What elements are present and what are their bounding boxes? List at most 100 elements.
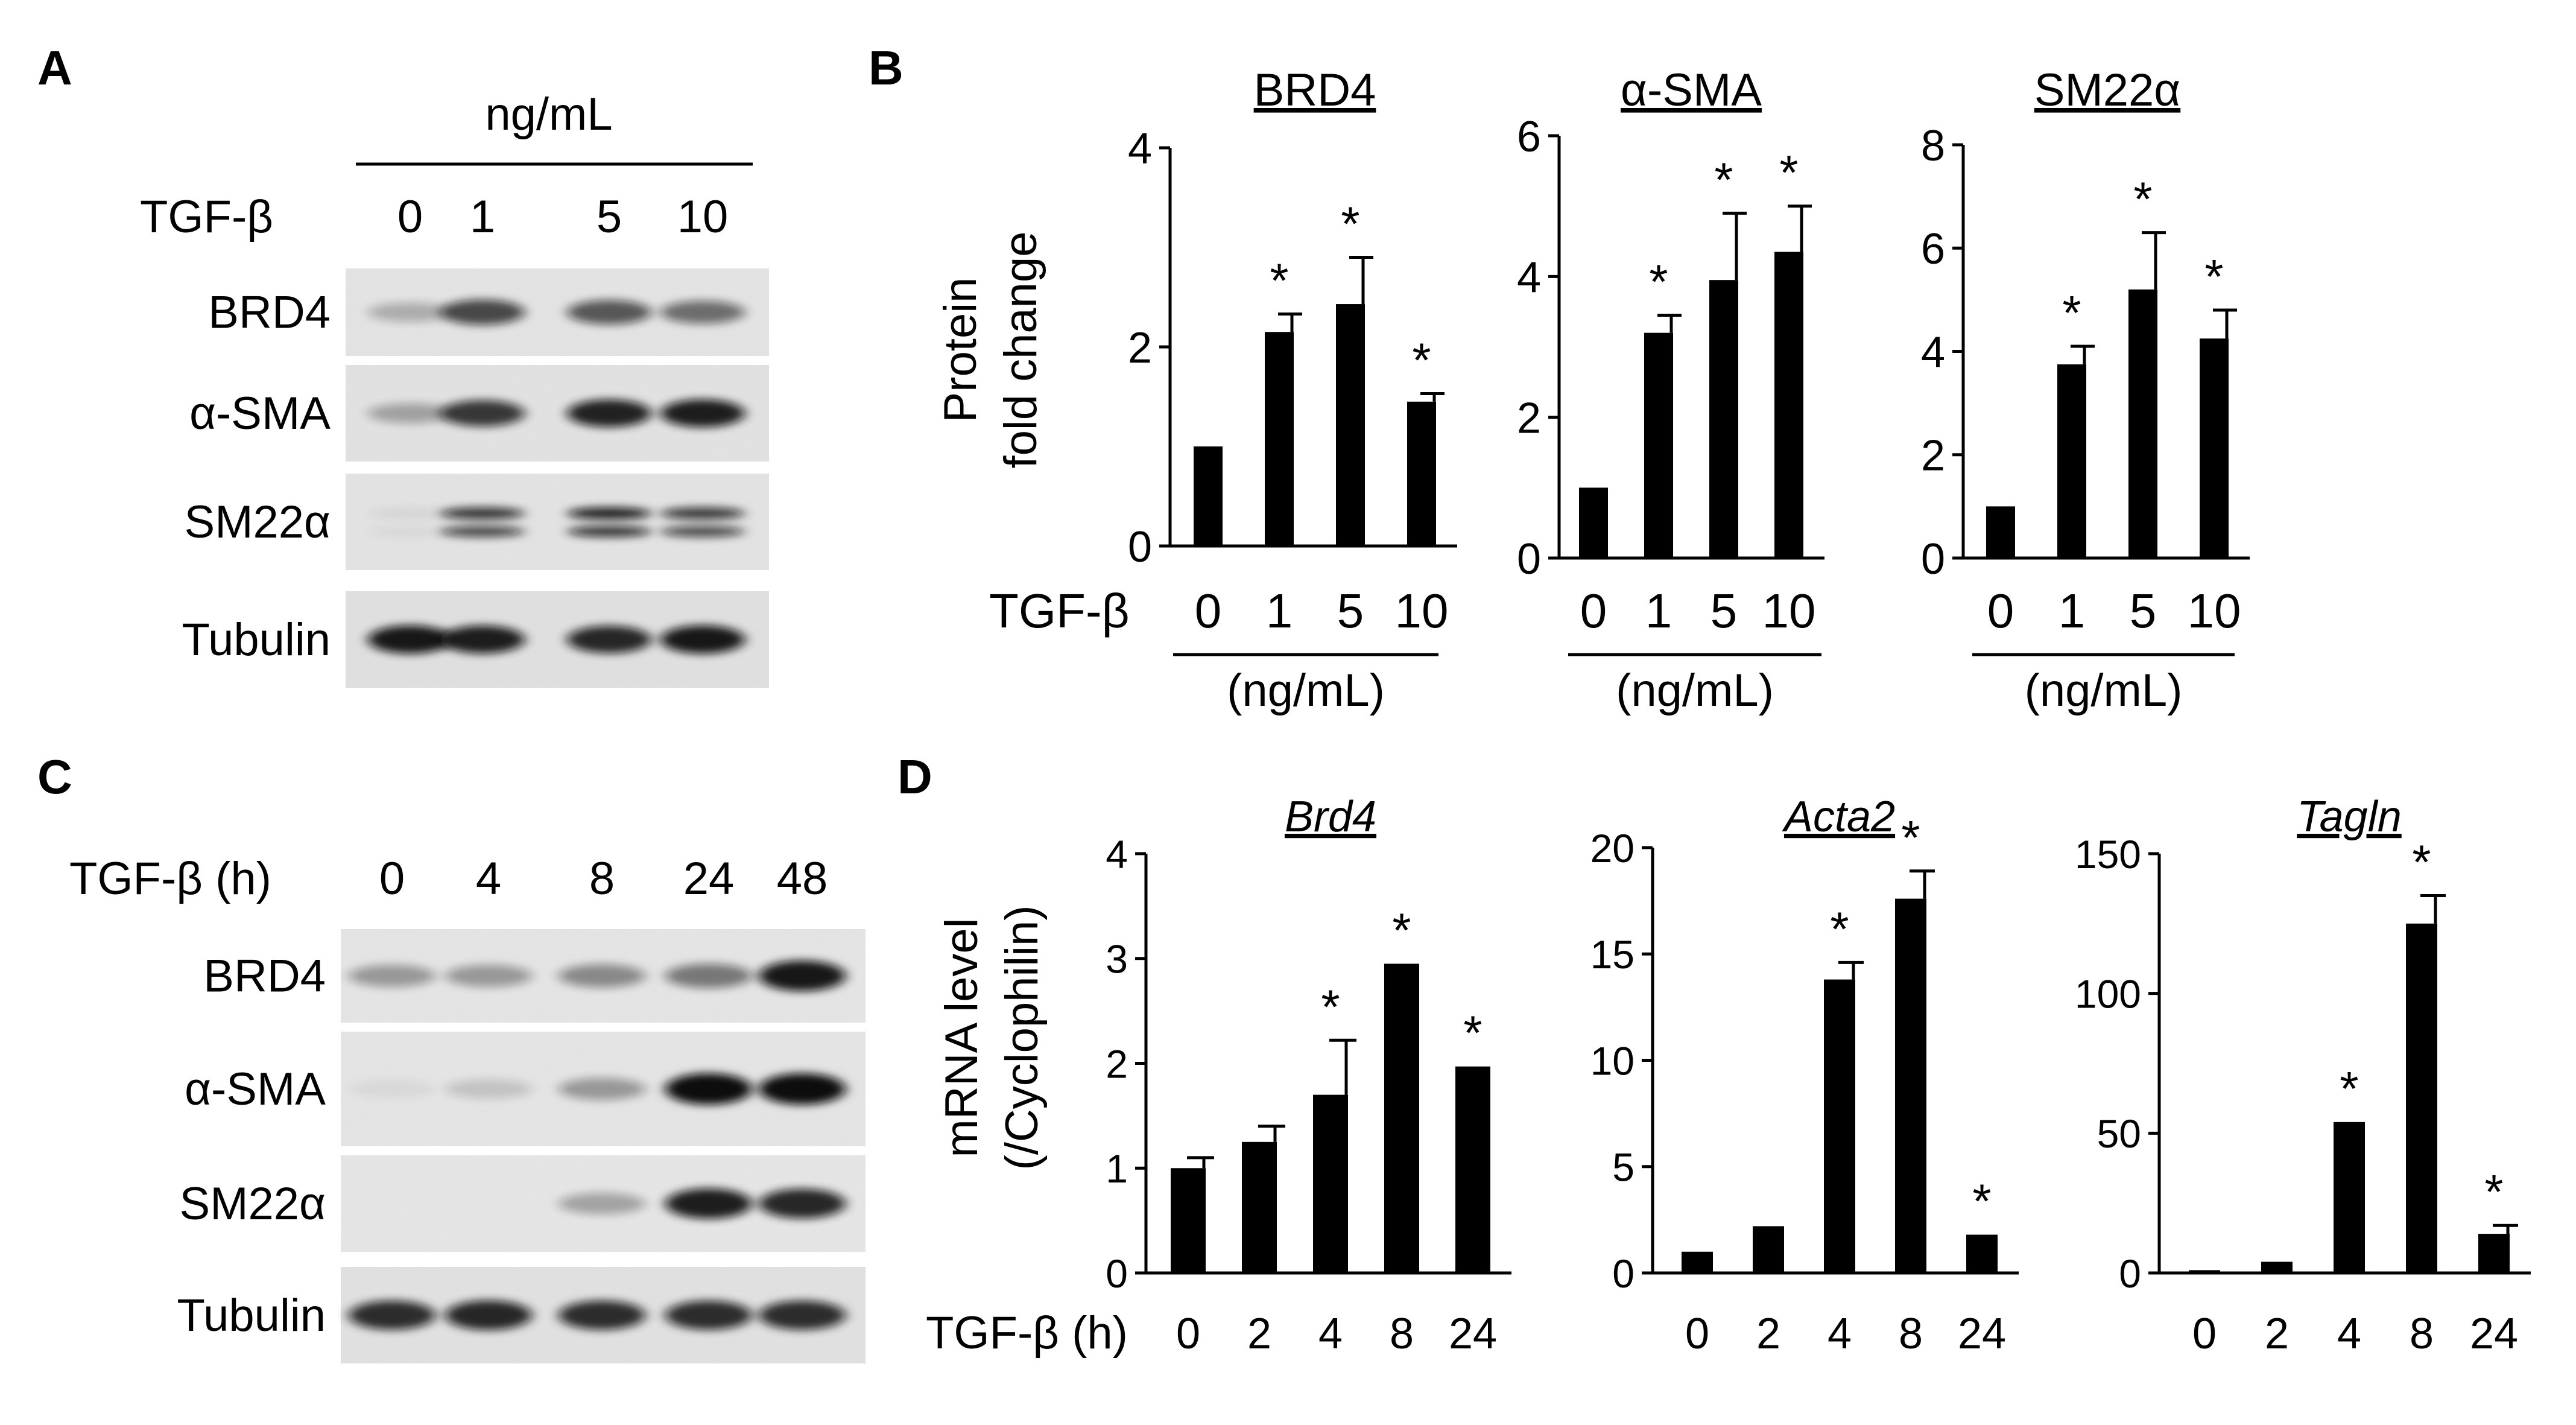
significance-mark: * (1714, 153, 1733, 206)
band (759, 960, 846, 991)
blot-row-label: BRD4 (208, 287, 331, 338)
significance-mark: * (2412, 836, 2431, 889)
bar (1579, 487, 1608, 558)
band (440, 507, 525, 519)
bar (1709, 280, 1738, 558)
significance-mark: * (1779, 146, 1798, 200)
y-tick-label: 8 (1921, 122, 1945, 170)
blot-a-treatment-label: TGF-β (140, 191, 273, 243)
band (368, 625, 452, 654)
panel-letter-d: D (897, 750, 932, 804)
panel-d-treatment-label: TGF-β (h) (926, 1307, 1128, 1359)
y-tick-label: 4 (1106, 832, 1128, 877)
y-tick-label: 6 (1921, 225, 1945, 273)
bar (2334, 1122, 2365, 1273)
lane-label: 0 (397, 191, 423, 243)
category-label: 2 (1756, 1310, 1780, 1358)
significance-mark: * (1412, 334, 1431, 387)
blot-row-label: Tubulin (177, 1290, 326, 1341)
unit-label: (ng/mL) (1227, 665, 1385, 716)
chart-title: Tagln (2297, 793, 2402, 841)
band (567, 300, 651, 325)
bar (1895, 898, 1926, 1273)
blot-row-label: BRD4 (203, 951, 326, 1002)
bar (1986, 506, 2015, 558)
category-label: 1 (1266, 584, 1293, 638)
blot-a-unit-header: ng/mL (485, 89, 612, 140)
category-label: 0 (2192, 1310, 2217, 1358)
bar (1407, 401, 1436, 546)
blot-c-treatment-label: TGF-β (h) (69, 853, 271, 904)
significance-mark: * (2204, 250, 2223, 303)
lane-label: 5 (597, 191, 622, 243)
panel-d-ylabel-line1: mRNA level (936, 918, 987, 1158)
lane-label: 8 (589, 853, 615, 904)
chart-title: SM22α (2034, 65, 2180, 116)
y-tick-label: 4 (1517, 253, 1541, 302)
blot-row (346, 268, 769, 356)
bar (1265, 332, 1294, 546)
bar (2057, 364, 2086, 558)
category-label: 0 (1685, 1310, 1709, 1358)
category-label: 10 (1395, 584, 1449, 638)
category-label: 8 (1899, 1310, 1923, 1358)
y-tick-label: 100 (2075, 971, 2141, 1016)
band (759, 1300, 846, 1330)
chart-asma-protein: 0 2 4 6 0 * 1 * 5 * 10 α-SMA (ng/mL) (1517, 65, 1824, 716)
category-label: 0 (1987, 584, 2014, 638)
category-label: 10 (1762, 584, 1816, 638)
band (440, 625, 525, 654)
y-tick-label: 0 (1517, 535, 1541, 583)
bar (1384, 963, 1419, 1273)
band (368, 403, 452, 424)
chart-title: Brd4 (1285, 793, 1376, 841)
chart-brd4-protein: 0 2 4 0 * 1 * 5 * 10 BRD4 (ng/mL) (1128, 65, 1457, 716)
bar (1336, 304, 1365, 546)
y-tick-label: 50 (2097, 1111, 2141, 1156)
band (445, 1300, 532, 1330)
band (445, 1079, 532, 1099)
blot-row (346, 365, 769, 462)
category-label: 24 (1958, 1310, 2006, 1358)
panel-letter-a: A (37, 41, 72, 95)
band (665, 963, 752, 988)
band (759, 1189, 846, 1219)
y-tick-label: 2 (1128, 324, 1152, 372)
unit-label: (ng/mL) (2025, 665, 2183, 716)
band (440, 526, 525, 537)
y-tick-label: 3 (1106, 937, 1128, 982)
chart-title: Acta2 (1782, 793, 1895, 841)
category-label: 5 (2130, 584, 2157, 638)
category-label: 0 (1176, 1310, 1200, 1358)
band (440, 400, 525, 427)
category-label: 8 (1390, 1310, 1414, 1358)
chart-title: BRD4 (1254, 65, 1376, 116)
lane-label: 24 (683, 853, 735, 904)
category-label: 1 (2059, 584, 2086, 638)
chart-sm22a-protein: 0 2 4 6 8 0 * 1 * 5 * 10 SM22α (ng/mL) (1921, 65, 2250, 716)
band (349, 965, 435, 987)
band (665, 1188, 752, 1219)
significance-mark: * (1463, 1006, 1482, 1060)
blot-row-label: SM22α (185, 497, 331, 548)
bar (1682, 1251, 1713, 1273)
band (567, 526, 651, 537)
category-label: 0 (1580, 584, 1607, 638)
bar (1194, 446, 1223, 546)
y-tick-label: 15 (1590, 932, 1635, 977)
unit-label: (ng/mL) (1616, 665, 1774, 716)
bar (2128, 289, 2157, 558)
band (660, 399, 745, 428)
band (349, 1080, 435, 1098)
blot-texture (346, 474, 769, 570)
category-label: 1 (1645, 584, 1673, 638)
band (660, 625, 745, 654)
category-label: 2 (1247, 1310, 1271, 1358)
blot-row (346, 591, 769, 688)
y-tick-label: 2 (1921, 432, 1945, 480)
panel-b-treatment-label: TGF-β (989, 584, 1130, 638)
band (759, 1073, 846, 1105)
